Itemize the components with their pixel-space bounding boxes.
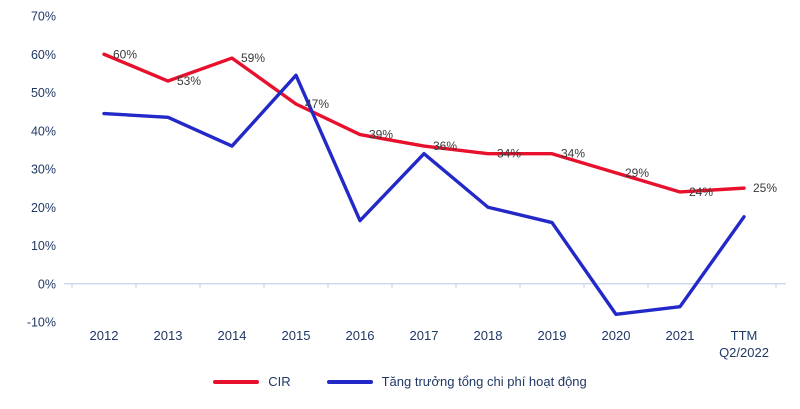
x-tick-label: 2018 [474, 328, 503, 343]
x-tick-label: 2012 [90, 328, 119, 343]
y-tick-label: 20% [31, 201, 56, 215]
data-label-cir: 60% [113, 47, 137, 61]
data-label-cir: 34% [497, 147, 521, 161]
y-tick-label: 50% [31, 86, 56, 100]
y-tick-label: 10% [31, 239, 56, 253]
chart-canvas: 70% 60% 50% 40% 30% 20% 10% 0% -10% 2012 2013 2014 2… [27, 10, 786, 360]
series-line-cost-growth [102, 73, 746, 317]
line-chart: 70% 60% 50% 40% 30% 20% 10% 0% -10% 2012 2013 2014 2… [27, 10, 786, 360]
data-label-cir: 53% [177, 74, 201, 88]
x-tick-label: 2019 [538, 328, 567, 343]
y-tick-label: 30% [31, 163, 56, 177]
data-label-cir: 24% [689, 185, 713, 199]
y-tick-label: 60% [31, 48, 56, 62]
data-label-cir: 34% [561, 147, 585, 161]
x-tick-label: 2016 [346, 328, 375, 343]
chart-legend: CIR Tăng trưởng tổng chi phí hoạt động [0, 366, 800, 389]
x-tick-label: 2015 [282, 328, 311, 343]
y-tick-label: 40% [31, 124, 56, 138]
legend-label-cir: CIR [268, 374, 291, 389]
data-label-cir: 36% [433, 139, 457, 153]
x-tick-label: 2017 [410, 328, 439, 343]
data-label-cir: 29% [625, 166, 649, 180]
series-line-cir [102, 52, 746, 194]
x-tick-label: 2020 [602, 328, 631, 343]
legend-label-cost-growth: Tăng trưởng tổng chi phí hoạt động [381, 374, 587, 389]
legend-swatch-cir [213, 379, 260, 384]
data-label-cir: 47% [305, 97, 329, 111]
data-label-cir: 25% [753, 181, 777, 195]
legend-item-cir: CIR [213, 374, 291, 389]
legend-swatch-cost-growth [326, 379, 373, 384]
data-label-cir: 59% [241, 51, 265, 65]
y-tick-label: 0% [38, 277, 56, 291]
legend-item-cost-growth: Tăng trưởng tổng chi phí hoạt động [326, 374, 587, 389]
x-tick-label: 2014 [218, 328, 247, 343]
y-tick-label: 70% [31, 10, 56, 24]
x-tick-label: 2013 [154, 328, 183, 343]
x-tick-label: TTM Q2/2022 [719, 328, 769, 360]
data-label-cir: 39% [369, 128, 393, 142]
x-tick-label: 2021 [666, 328, 695, 343]
y-tick-label: -10% [27, 316, 56, 330]
